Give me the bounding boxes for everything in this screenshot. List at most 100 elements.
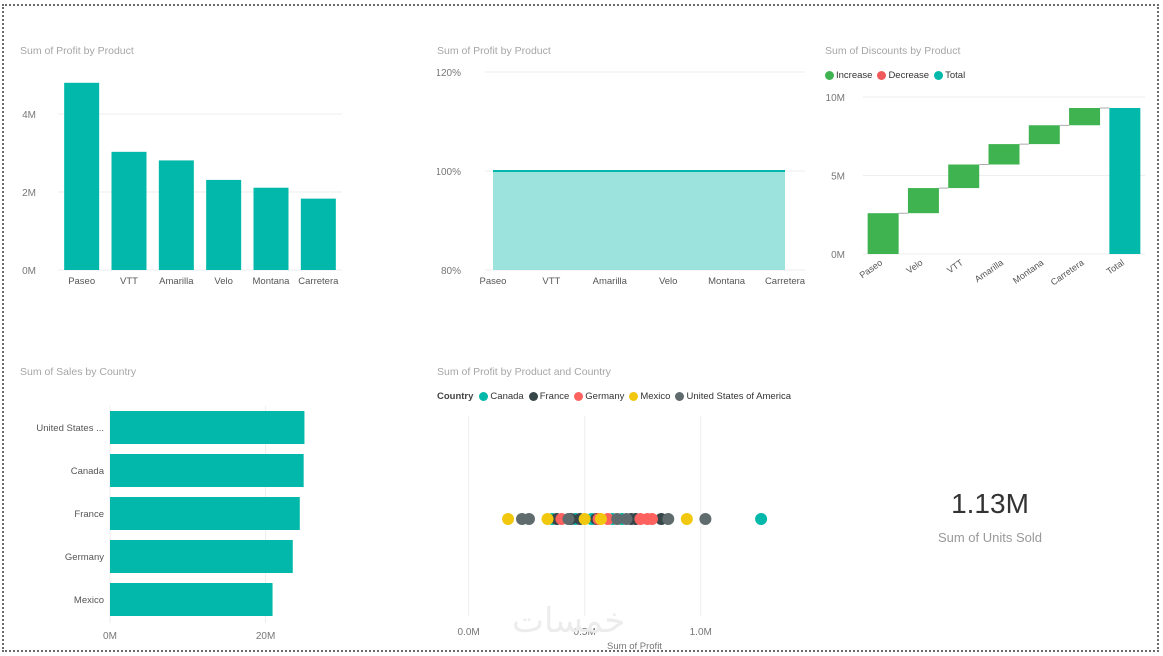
legend-label: Germany xyxy=(585,391,625,402)
legend-item-mexico[interactable]: Mexico xyxy=(629,391,670,402)
waterfall-bar xyxy=(1069,107,1101,126)
tile-title: Sum of Profit by Product xyxy=(20,45,134,57)
x-tick-label: Montana xyxy=(708,276,746,287)
y-tick-label: 10M xyxy=(826,93,845,104)
x-tick-label: Paseo xyxy=(68,276,95,287)
x-tick-label: Amarilla xyxy=(159,276,194,287)
legend-item-usa[interactable]: United States of America xyxy=(675,391,791,402)
x-tick-label: 0.5M xyxy=(574,627,596,638)
scatter-point xyxy=(611,513,624,525)
legend-item-total[interactable]: Total xyxy=(934,70,965,81)
y-tick-label: 5M xyxy=(831,172,845,183)
x-tick-label: Montana xyxy=(1011,257,1045,285)
waterfall-chart: 0M 5M 10M Paseo Velo VTT Amarilla Montana Carret… xyxy=(826,93,1145,287)
x-tick-label: Paseo xyxy=(858,257,885,280)
bar xyxy=(110,540,293,573)
x-axis-title: Sum of Profit xyxy=(607,641,662,652)
tile-title: Sum of Profit by Product xyxy=(437,45,551,57)
waterfall-legend: Increase Decrease Total xyxy=(825,70,970,81)
scatter-point xyxy=(594,513,607,525)
tile-profit-by-product-bar[interactable]: Sum of Profit by Product 0M 2M 4M Paseo VTT A… xyxy=(20,45,350,295)
scatter-point xyxy=(755,513,768,525)
scatter-point xyxy=(662,513,675,525)
legend-dot xyxy=(479,392,489,401)
y-tick-label: 100% xyxy=(437,167,461,178)
x-tick-label: Paseo xyxy=(480,276,507,287)
profit-area-chart: 80% 100% 120% Paseo VTT Amarilla Velo Montana Ca… xyxy=(437,68,806,287)
tile-discounts-waterfall[interactable]: Sum of Discounts by Product Increase Dec… xyxy=(825,45,1150,295)
tile-profit-scatter[interactable]: Sum of Profit by Product and Country Cou… xyxy=(437,366,817,654)
legend-dot xyxy=(877,71,887,80)
card-label: Sum of Units Sold xyxy=(937,530,1043,545)
legend-label: Canada xyxy=(490,391,524,402)
x-tick-label: 1.0M xyxy=(690,627,712,638)
y-tick-label: 4M xyxy=(22,110,36,121)
scatter-legend: Country Canada France Germany Mexico Uni… xyxy=(437,391,796,402)
legend-label: Increase xyxy=(836,70,873,81)
area-fill xyxy=(493,171,785,270)
y-tick-label: France xyxy=(74,509,104,520)
legend-header: Country xyxy=(437,391,474,402)
legend-label: Mexico xyxy=(640,391,671,402)
profit-scatter-chart: 0.0M 0.5M 1.0M Sum of Profit xyxy=(457,416,768,652)
card-value: 1.13M xyxy=(951,488,1029,519)
legend-item-france[interactable]: France xyxy=(528,391,569,402)
x-tick-label: Amarilla xyxy=(593,276,628,287)
tile-profit-by-product-area[interactable]: Sum of Profit by Product 80% 100% 120% Pase… xyxy=(437,45,817,295)
legend-dot xyxy=(934,71,944,80)
y-tick-label: 80% xyxy=(441,266,461,277)
legend-label: Decrease xyxy=(888,70,930,81)
tile-title: Sum of Sales by Country xyxy=(20,366,137,378)
x-tick-label: Carretera xyxy=(765,276,806,287)
scatter-point xyxy=(541,513,554,525)
x-tick-label: VTT xyxy=(542,276,560,287)
tile-title: Sum of Discounts by Product xyxy=(825,45,961,57)
x-tick-label: VTT xyxy=(945,257,965,275)
y-tick-label: Germany xyxy=(65,552,104,563)
legend-item-germany[interactable]: Germany xyxy=(574,391,624,402)
y-tick-label: Mexico xyxy=(74,595,104,606)
x-tick-label: Amarilla xyxy=(973,257,1005,284)
bar xyxy=(110,411,305,444)
bar xyxy=(111,151,147,270)
tile-sales-by-country[interactable]: Sum of Sales by Country 0M 20M United Stat… xyxy=(20,366,350,651)
dashboard-frame xyxy=(2,4,1159,652)
bar xyxy=(253,187,289,270)
y-tick-label: 0M xyxy=(22,266,36,277)
tile-units-sold-card[interactable]: 1.13M Sum of Units Sold xyxy=(890,480,1090,560)
waterfall-bar xyxy=(867,213,899,254)
legend-item-increase[interactable]: Increase xyxy=(825,70,872,81)
x-tick-label: 20M xyxy=(256,631,275,642)
y-tick-label: 2M xyxy=(22,188,36,199)
x-tick-label: VTT xyxy=(120,276,138,287)
legend-label: Total xyxy=(945,70,966,81)
legend-label: United States of America xyxy=(686,391,792,402)
x-tick-label: Velo xyxy=(659,276,678,287)
sales-hbar-chart: 0M 20M United States ... Canada France German… xyxy=(36,406,305,642)
legend-item-canada[interactable]: Canada xyxy=(479,391,524,402)
scatter-point xyxy=(562,513,575,525)
legend-dot xyxy=(825,71,834,80)
x-tick-label: Carretera xyxy=(1049,257,1086,287)
waterfall-bar xyxy=(948,164,980,189)
bar xyxy=(300,198,336,270)
scatter-point xyxy=(646,513,658,525)
scatter-point xyxy=(522,513,535,525)
legend-item-decrease[interactable]: Decrease xyxy=(877,70,929,81)
y-tick-label: United States ... xyxy=(36,423,104,434)
waterfall-bar xyxy=(907,188,939,214)
scatter-point xyxy=(578,513,591,525)
x-tick-label: Carretera xyxy=(298,276,339,287)
y-tick-label: 0M xyxy=(831,250,845,261)
scatter-point xyxy=(680,513,693,525)
watermark-logo: خمسات xyxy=(512,601,626,641)
y-tick-label: 120% xyxy=(437,68,461,79)
bar xyxy=(110,583,273,616)
profit-bar-chart: 0M 2M 4M Paseo VTT Amarilla Velo Montana Carrete… xyxy=(22,82,342,287)
x-tick-label: Total xyxy=(1105,257,1126,276)
bar xyxy=(64,82,100,270)
tile-title: Sum of Profit by Product and Country xyxy=(437,366,611,378)
bar xyxy=(110,454,304,487)
x-tick-label: Montana xyxy=(253,276,291,287)
scatter-point xyxy=(502,513,515,525)
